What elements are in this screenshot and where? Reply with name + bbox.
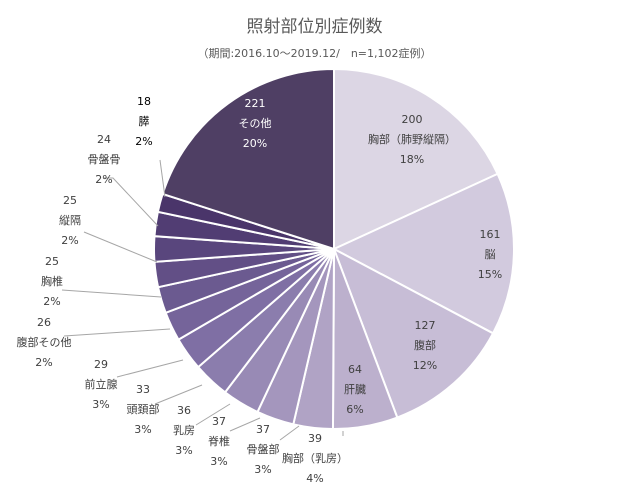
slice-value-label: 18 [137, 95, 151, 108]
leader-line [61, 289, 162, 298]
chart-title: 照射部位別症例数 [246, 17, 383, 37]
slice-percent-label: 2% [95, 173, 112, 186]
slice-percent-label: 20% [243, 137, 267, 150]
pie-slice [331, 172, 515, 335]
slice-value-label: 36 [177, 404, 191, 417]
slice-value-label: 221 [245, 97, 266, 110]
slice-percent-label: 18% [400, 153, 424, 166]
leader-line [279, 425, 300, 441]
leader-line [159, 159, 166, 198]
slice-percent-label: 3% [134, 423, 151, 436]
slice-category-label: 腹部その他 [17, 335, 72, 349]
leader-line [229, 417, 261, 432]
slice-percent-label: 6% [346, 403, 363, 416]
slice-value-label: 37 [256, 423, 270, 436]
slice-value-label: 24 [97, 133, 111, 146]
slice-percent-label: 4% [306, 472, 323, 485]
slice-category-label: 肝臓 [344, 383, 366, 396]
slice-category-label: 縦隔 [59, 214, 81, 227]
slice-category-label: 前立腺 [85, 377, 118, 391]
leader-line [154, 384, 203, 405]
slice-category-label: 胸部（乳房） [282, 451, 348, 465]
slice-value-label: 37 [212, 415, 226, 428]
pie-slice [333, 67, 499, 251]
slice-category-label: 頭頚部 [127, 402, 160, 416]
slice-percent-label: 2% [135, 135, 152, 148]
slice-percent-label: 3% [210, 455, 227, 468]
leader-line [195, 403, 231, 426]
slice-percent-label: 3% [92, 398, 109, 411]
slice-category-label: 乳房 [173, 424, 195, 437]
slice-value-label: 26 [37, 316, 51, 329]
slice-category-label: 胸部（肺野縦隔） [368, 132, 456, 146]
slice-category-label: 骨盤骨 [88, 153, 121, 166]
slice-percent-label: 2% [61, 234, 78, 247]
leader-line [63, 328, 171, 337]
slice-percent-label: 15% [478, 268, 502, 281]
slice-value-label: 64 [348, 363, 362, 376]
slice-percent-label: 12% [413, 359, 437, 372]
slice-value-label: 25 [45, 255, 59, 268]
slice-category-label: その他 [239, 117, 272, 130]
pie-slice [332, 246, 495, 419]
slice-category-label: 脊椎 [208, 434, 230, 448]
chart-subtitle: （期間:2016.10～2019.12/ n=1,102症例） [197, 47, 432, 60]
slice-value-label: 200 [402, 113, 423, 126]
leader-line [83, 231, 158, 263]
slice-category-label: 腹部 [414, 338, 436, 352]
pie-slice [161, 67, 335, 251]
slice-percent-label: 3% [254, 463, 271, 476]
slice-percent-label: 2% [43, 295, 60, 308]
slice-category-label: 脳 [485, 248, 496, 261]
slice-value-label: 161 [480, 228, 501, 241]
slice-value-label: 25 [63, 194, 77, 207]
slice-value-label: 39 [308, 432, 322, 445]
leader-line [116, 359, 184, 378]
slice-value-label: 127 [415, 319, 436, 332]
leader-line [104, 177, 159, 227]
slice-value-label: 33 [136, 383, 150, 396]
slice-value-label: 29 [94, 358, 108, 371]
slice-percent-label: 3% [175, 444, 192, 457]
slice-category-label: 骨盤部 [247, 442, 280, 456]
slice-percent-label: 2% [35, 356, 52, 369]
slice-category-label: 胸椎 [41, 274, 63, 288]
slice-category-label: 膵 [139, 115, 150, 128]
